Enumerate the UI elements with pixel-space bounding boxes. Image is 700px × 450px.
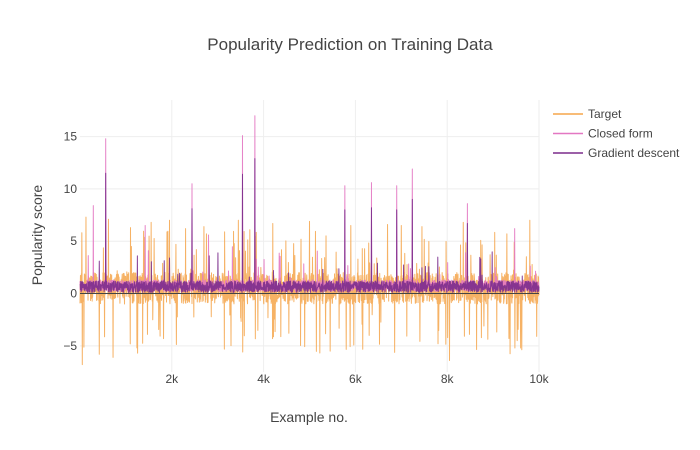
series-line-gradient-descent: [79, 158, 540, 293]
y-tick-label: 10: [64, 182, 78, 196]
x-tick-label: 2k: [165, 372, 179, 386]
y-tick-label: 15: [64, 130, 78, 144]
x-tick-label: 6k: [349, 372, 363, 386]
x-tick-label: 8k: [441, 372, 455, 386]
y-tick-label: 0: [70, 287, 77, 301]
x-tick-label: 4k: [257, 372, 271, 386]
series-layer: [79, 115, 540, 366]
legend-label: Target: [588, 107, 622, 121]
legend-label: Closed form: [588, 127, 653, 141]
grid: [80, 100, 540, 372]
y-axis-title: Popularity score: [29, 185, 45, 286]
y-tick-label: −5: [63, 339, 77, 353]
chart-title: Popularity Prediction on Training Data: [207, 35, 493, 54]
legend[interactable]: Target Closed form Gradient descent: [553, 107, 680, 160]
legend-item-target[interactable]: Target: [553, 107, 622, 121]
x-tick-label: 10k: [529, 372, 549, 386]
legend-item-closed-form[interactable]: Closed form: [553, 127, 653, 141]
y-tick-label: 5: [70, 234, 77, 248]
x-axis-ticks: 2k 4k 6k 8k 10k: [165, 372, 549, 386]
legend-label: Gradient descent: [588, 146, 680, 160]
y-axis-ticks: −5 0 5 10 15: [63, 130, 77, 353]
legend-item-gradient-descent[interactable]: Gradient descent: [553, 146, 680, 160]
x-axis-title: Example no.: [270, 409, 348, 425]
